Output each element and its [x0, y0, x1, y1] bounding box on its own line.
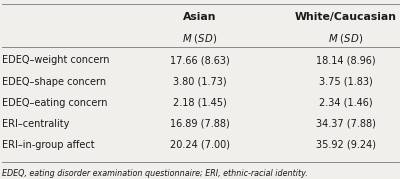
Text: 3.80 (1.73): 3.80 (1.73): [173, 77, 227, 87]
Text: 2.18 (1.45): 2.18 (1.45): [173, 98, 227, 108]
Text: 34.37 (7.88): 34.37 (7.88): [316, 119, 376, 129]
Text: EDEQ–weight concern: EDEQ–weight concern: [2, 55, 110, 66]
Text: Asian: Asian: [183, 12, 217, 22]
Text: 16.89 (7.88): 16.89 (7.88): [170, 119, 230, 129]
Text: 18.14 (8.96): 18.14 (8.96): [316, 55, 376, 66]
Text: 2.34 (1.46): 2.34 (1.46): [319, 98, 373, 108]
Text: $\mathbf{\mathit{M}}$ $\mathbf{\mathit{(SD)}}$: $\mathbf{\mathit{M}}$ $\mathbf{\mathit{(…: [182, 32, 218, 45]
Text: 3.75 (1.83): 3.75 (1.83): [319, 77, 373, 87]
Text: EDEQ, eating disorder examination questionnaire; ERI, ethnic-racial identity.: EDEQ, eating disorder examination questi…: [2, 169, 308, 178]
Text: 17.66 (8.63): 17.66 (8.63): [170, 55, 230, 66]
Text: White/Caucasian: White/Caucasian: [295, 12, 397, 22]
Text: EDEQ–shape concern: EDEQ–shape concern: [2, 77, 106, 87]
Text: ERI–centrality: ERI–centrality: [2, 119, 69, 129]
Text: 35.92 (9.24): 35.92 (9.24): [316, 140, 376, 150]
Text: EDEQ–eating concern: EDEQ–eating concern: [2, 98, 108, 108]
Text: 20.24 (7.00): 20.24 (7.00): [170, 140, 230, 150]
Text: $\mathbf{\mathit{M}}$ $\mathbf{\mathit{(SD)}}$: $\mathbf{\mathit{M}}$ $\mathbf{\mathit{(…: [328, 32, 364, 45]
Text: ERI–in-group affect: ERI–in-group affect: [2, 140, 95, 150]
